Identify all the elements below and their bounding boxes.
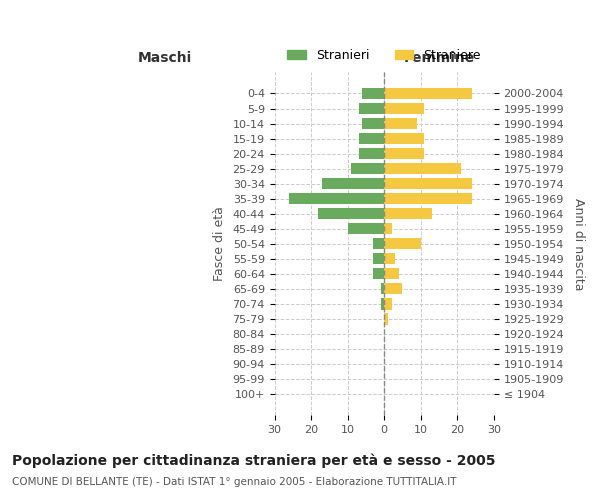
Bar	[380, 283, 384, 294]
Bar	[384, 223, 392, 234]
Bar	[384, 268, 399, 280]
Bar	[319, 208, 384, 220]
Bar	[384, 163, 461, 174]
Bar	[384, 298, 392, 310]
Bar	[384, 283, 403, 294]
Bar	[380, 298, 384, 310]
Bar	[384, 208, 432, 220]
Bar	[384, 103, 424, 114]
Bar	[384, 118, 417, 129]
Bar	[359, 133, 384, 144]
Y-axis label: Anni di nascita: Anni di nascita	[572, 198, 585, 290]
Bar	[352, 163, 384, 174]
Legend: Stranieri, Straniere: Stranieri, Straniere	[283, 44, 486, 67]
Bar	[322, 178, 384, 190]
Bar	[373, 268, 384, 280]
Bar	[373, 253, 384, 264]
Bar	[359, 103, 384, 114]
Bar	[289, 193, 384, 204]
Bar	[384, 193, 472, 204]
Bar	[384, 178, 472, 190]
Bar	[384, 253, 395, 264]
Text: Maschi: Maschi	[138, 52, 192, 66]
Bar	[359, 148, 384, 159]
Bar	[384, 238, 421, 250]
Bar	[373, 238, 384, 250]
Bar	[384, 133, 424, 144]
Bar	[362, 88, 384, 99]
Text: Popolazione per cittadinanza straniera per età e sesso - 2005: Popolazione per cittadinanza straniera p…	[12, 454, 496, 468]
Y-axis label: Fasce di età: Fasce di età	[212, 206, 226, 281]
Text: Femmine: Femmine	[403, 52, 475, 66]
Bar	[384, 148, 424, 159]
Bar	[362, 118, 384, 129]
Bar	[384, 88, 472, 99]
Bar	[347, 223, 384, 234]
Bar	[384, 314, 388, 324]
Text: COMUNE DI BELLANTE (TE) - Dati ISTAT 1° gennaio 2005 - Elaborazione TUTTITALIA.I: COMUNE DI BELLANTE (TE) - Dati ISTAT 1° …	[12, 477, 457, 487]
